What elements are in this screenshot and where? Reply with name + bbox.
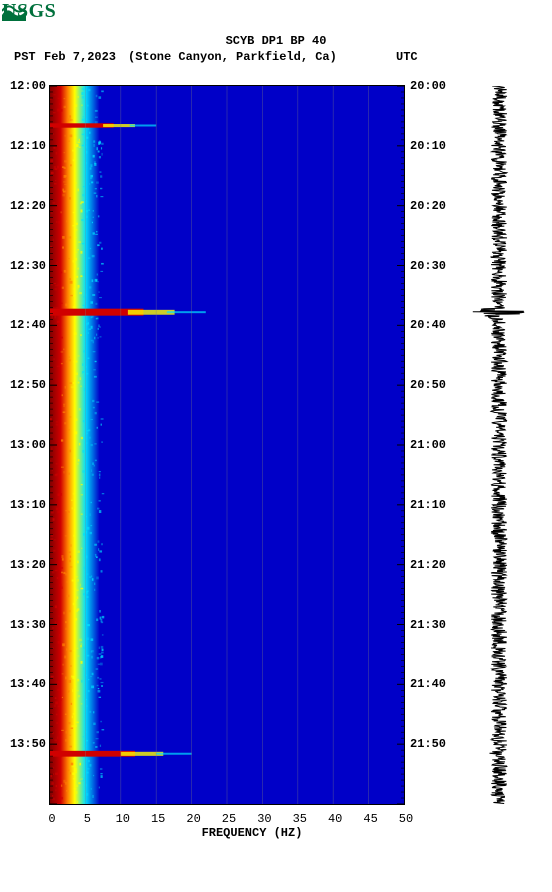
y-tick-right: 20:20 [410, 199, 446, 213]
x-tick: 0 [42, 812, 62, 826]
x-axis-label: FREQUENCY (HZ) [0, 826, 504, 840]
x-tick: 40 [325, 812, 345, 826]
y-tick-right: 21:20 [410, 558, 446, 572]
y-tick-right: 21:40 [410, 677, 446, 691]
tz-left-label: PST [14, 50, 36, 64]
spectrogram [49, 85, 405, 805]
x-tick: 15 [148, 812, 168, 826]
y-tick-right: 20:50 [410, 378, 446, 392]
x-tick: 25 [219, 812, 239, 826]
y-tick-right: 21:00 [410, 438, 446, 452]
tz-right-label: UTC [396, 50, 418, 64]
x-tick: 50 [396, 812, 416, 826]
x-tick: 20 [184, 812, 204, 826]
y-tick-left: 13:50 [10, 737, 46, 751]
y-tick-right: 20:30 [410, 259, 446, 273]
y-tick-right: 20:10 [410, 139, 446, 153]
y-tick-left: 12:50 [10, 378, 46, 392]
y-tick-right: 20:00 [410, 79, 446, 93]
logo-wave-icon [2, 3, 26, 21]
date-label: Feb 7,2023 [44, 50, 116, 64]
y-tick-left: 13:40 [10, 677, 46, 691]
x-tick: 30 [254, 812, 274, 826]
chart-title: SCYB DP1 BP 40 [0, 34, 552, 48]
y-tick-right: 21:10 [410, 498, 446, 512]
x-tick: 5 [77, 812, 97, 826]
y-tick-left: 13:30 [10, 618, 46, 632]
x-tick: 35 [290, 812, 310, 826]
y-tick-right: 20:40 [410, 318, 446, 332]
usgs-logo: USGS [2, 0, 56, 23]
y-tick-left: 12:40 [10, 318, 46, 332]
x-tick: 45 [361, 812, 381, 826]
y-tick-left: 12:20 [10, 199, 46, 213]
y-tick-left: 12:30 [10, 259, 46, 273]
y-tick-right: 21:30 [410, 618, 446, 632]
y-tick-left: 13:10 [10, 498, 46, 512]
y-tick-left: 12:00 [10, 79, 46, 93]
y-tick-left: 12:10 [10, 139, 46, 153]
y-tick-right: 21:50 [410, 737, 446, 751]
location-label: (Stone Canyon, Parkfield, Ca) [128, 50, 337, 64]
y-tick-left: 13:00 [10, 438, 46, 452]
x-tick: 10 [113, 812, 133, 826]
y-tick-left: 13:20 [10, 558, 46, 572]
seismogram [466, 86, 532, 804]
